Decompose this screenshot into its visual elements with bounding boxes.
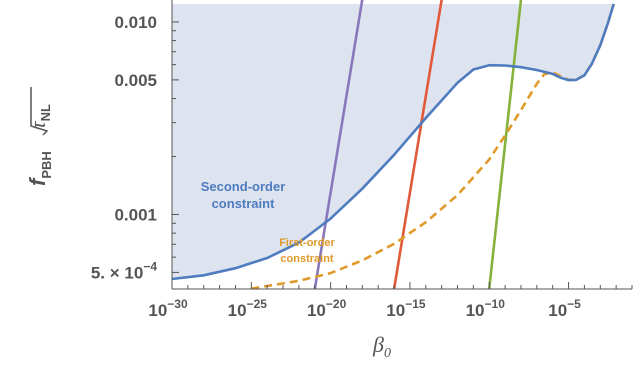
- annotation-first-order-line2: constraint: [280, 253, 334, 265]
- x-tick-label-3: 10−15: [386, 297, 426, 320]
- series-line-1: [172, 3, 615, 281]
- tick-labels: 10−30 10−25 10−20 10−15 10−10 10−5 5. × 10−4 0.…: [91, 13, 581, 320]
- y-axis-title: fPBH τNL: [25, 87, 54, 186]
- y-tick-label-2: 0.005: [114, 71, 157, 90]
- sqrt-symbol: [30, 87, 49, 136]
- x-tick-label-5: 10−5: [548, 297, 581, 320]
- x-tick-label-2: 10−20: [307, 297, 347, 320]
- x-tick-label-0: 10−30: [148, 297, 188, 320]
- axes-frame: [171, 0, 633, 290]
- x-axis-title-symbol: β: [372, 332, 384, 357]
- y-tick-label-3: 0.010: [114, 13, 157, 32]
- annotation-first-order-line1: First-order: [279, 237, 335, 249]
- x-axis-title-subscript: 0: [384, 346, 391, 361]
- series-line-4: [392, 0, 443, 289]
- y-tick-label-1: 0.001: [114, 205, 157, 224]
- annotation-second-order-line2: constraint: [212, 196, 276, 211]
- y-axis-title-tau: τ: [25, 120, 50, 129]
- annotation-second-order: Second-order constraint: [201, 179, 286, 211]
- x-tick-label-1: 10−25: [228, 297, 268, 320]
- y-axis-title-f: f: [25, 176, 50, 186]
- series-line-5: [487, 0, 523, 289]
- annotation-first-order: First-order constraint: [279, 237, 335, 265]
- y-axis-title-tau-subscript: NL: [38, 104, 53, 121]
- excluded-region: [172, 4, 614, 279]
- series-line-3: [313, 0, 364, 289]
- y-tick-label-0: 5. × 10−4: [91, 259, 157, 282]
- annotation-second-order-line1: Second-order: [201, 179, 286, 194]
- x-tick-label-4: 10−10: [466, 297, 506, 320]
- excluded-region-layer: [172, 4, 614, 279]
- svg-text:β0: β0: [372, 332, 391, 361]
- series-layer: [172, 0, 615, 289]
- x-axis-title: β0: [372, 332, 391, 361]
- y-axis-title-subscript: PBH: [39, 151, 54, 178]
- svg-text:fPBHτNL: fPBH τNL: [25, 104, 54, 186]
